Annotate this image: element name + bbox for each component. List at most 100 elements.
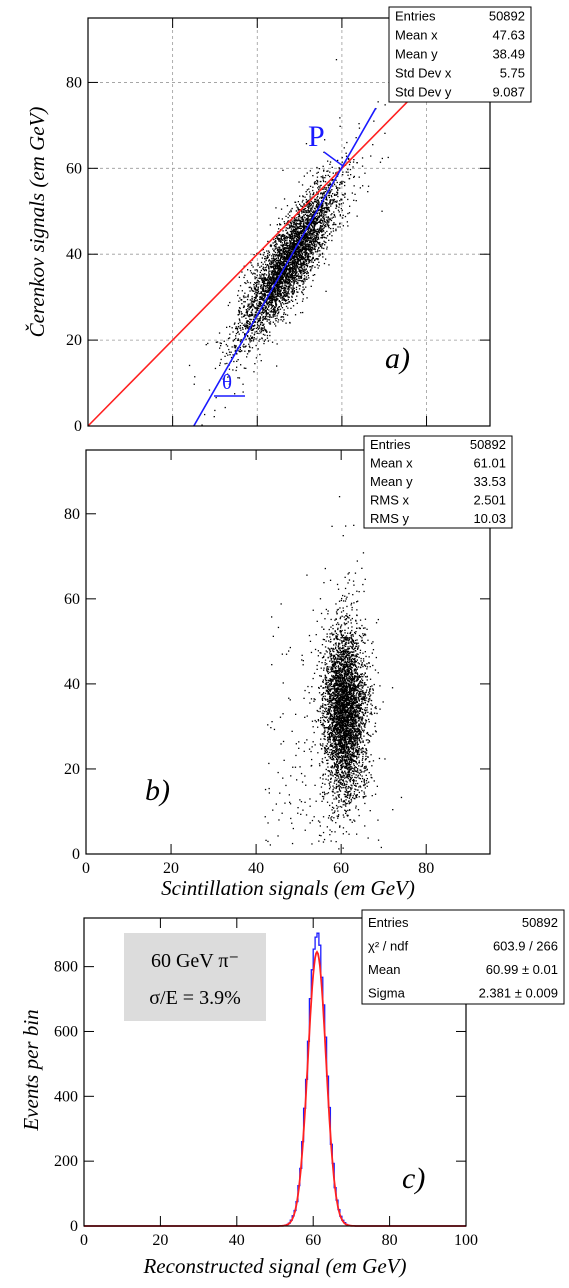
panel-a-point: [279, 293, 281, 295]
panel-a-point: [316, 179, 318, 182]
panel-a-point: [335, 172, 337, 174]
panel-a-point: [334, 216, 336, 218]
panel-a-point: [259, 312, 261, 315]
panel-a-point: [247, 314, 249, 316]
panel-a-point: [290, 222, 292, 225]
panel-a-point: [308, 191, 311, 193]
panel-b-point: [340, 800, 343, 802]
panel-b-point: [357, 600, 359, 602]
panel-a-point: [282, 247, 284, 249]
panel-a-point: [269, 270, 271, 272]
panel-b-point: [366, 768, 368, 770]
panel-b-point: [342, 692, 344, 694]
panel-a-point: [311, 222, 313, 224]
panel-a-point: [324, 191, 327, 193]
panel-a-point: [260, 298, 262, 300]
panel-b-point: [308, 692, 310, 694]
panel-a-point: [294, 251, 296, 253]
panel-a-point: [313, 217, 315, 219]
panel-a-point: [300, 262, 302, 264]
panel-a-point: [353, 185, 355, 187]
panel-a-point: [306, 241, 309, 243]
panel-a-point: [292, 288, 295, 290]
panel-a-point: [321, 204, 323, 206]
panel-a-point: [267, 256, 269, 259]
panel-a-point: [298, 233, 300, 236]
panel-a-point: [331, 199, 333, 201]
panel-a-point: [292, 259, 294, 262]
panel-b-point: [365, 755, 367, 757]
panel-a-point: [245, 317, 247, 319]
panel-a-point: [260, 330, 263, 332]
panel-a-point: [336, 181, 338, 184]
panel-a-point: [290, 277, 292, 279]
panel-a-point: [290, 242, 292, 245]
panel-a-point: [246, 280, 248, 282]
panel-a-point: [250, 329, 252, 331]
panel-a-point: [353, 175, 355, 178]
panel-a-point: [281, 261, 283, 264]
panel-a-point: [273, 281, 275, 284]
panel-a-point: [240, 299, 243, 301]
panel-a-point: [313, 221, 316, 223]
panel-b-point: [358, 645, 360, 647]
panel-a-point: [299, 279, 301, 282]
panel-a-point: [312, 252, 315, 254]
panel-a-point: [328, 264, 330, 266]
panel-a-point: [239, 307, 241, 310]
panel-a-point: [268, 283, 270, 285]
panel-a-point: [305, 239, 307, 241]
panel-a-point: [329, 218, 332, 221]
panel-a-point: [216, 341, 219, 343]
panel-a-point: [347, 212, 349, 215]
panel-a-point: [281, 278, 284, 281]
panel-a-point: [266, 337, 269, 339]
panel-a-point: [239, 350, 241, 353]
panel-a-point: [287, 221, 289, 223]
panel-b-point: [349, 728, 351, 730]
panel-b-point: [365, 699, 367, 702]
panel-a-point: [317, 247, 320, 249]
panel-a-point: [319, 244, 321, 246]
panel-a-point: [306, 214, 308, 217]
panel-b-point: [337, 733, 340, 735]
panel-a-point: [295, 227, 297, 229]
panel-b-point: [348, 762, 350, 764]
panel-b-point: [354, 671, 357, 673]
panel-b-point: [362, 641, 364, 643]
panel-a-point: [264, 304, 266, 307]
panel-b-point: [358, 674, 360, 677]
panel-b-point: [337, 771, 340, 774]
panel-a-point: [317, 249, 319, 251]
panel-a-point: [250, 287, 253, 289]
panel-a-point: [294, 226, 296, 228]
panel-a-point: [325, 225, 327, 228]
panel-a-point: [254, 296, 256, 299]
panel-a-point: [302, 245, 304, 247]
panel-a-point: [296, 243, 298, 246]
panel-a-point: [239, 319, 241, 321]
panel-a-point: [271, 306, 273, 308]
panel-b-point: [350, 784, 352, 786]
panel-a-point: [307, 232, 310, 234]
panel-a-point: [244, 301, 246, 303]
panel-a-point: [297, 251, 299, 253]
panel-a-point: [267, 277, 269, 279]
panel-a-point-pointer: [323, 151, 344, 167]
panel-a-point: [318, 261, 320, 263]
panel-a-point: [304, 242, 306, 244]
panel-a-point: [329, 199, 331, 201]
panel-a-point: [243, 305, 245, 308]
panel-a-point: [314, 208, 316, 210]
panel-a-point: [283, 286, 285, 289]
panel-a-point: [270, 285, 272, 287]
panel-a-point: [309, 232, 311, 234]
panel-a-point: [266, 334, 269, 337]
panel-a-point: [319, 245, 322, 247]
panel-b-point: [343, 689, 345, 691]
panel-a-point: [268, 266, 270, 268]
panel-a-point: [287, 291, 289, 293]
panel-a-point: [299, 224, 301, 226]
panel-a-point: [292, 262, 294, 264]
panel-a-point: [301, 218, 303, 220]
